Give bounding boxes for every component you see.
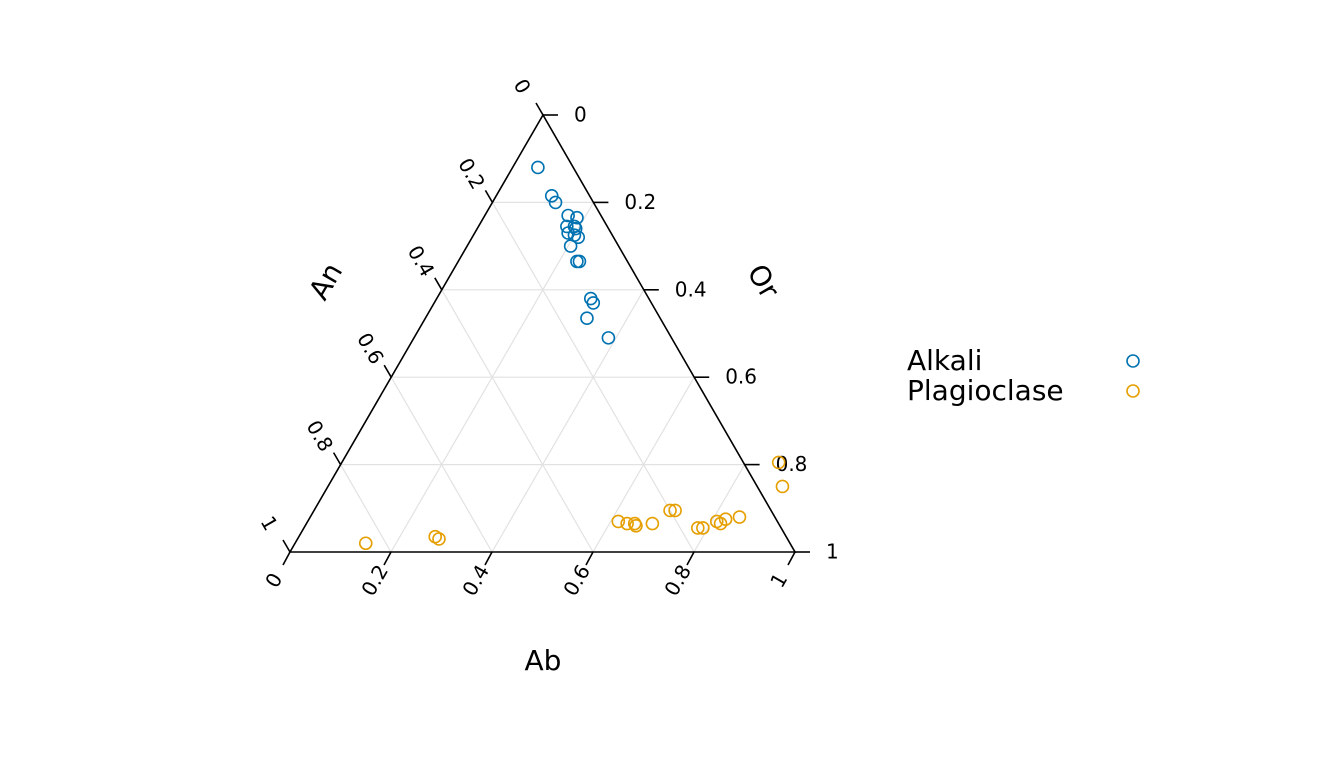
triangle-frame [288, 113, 797, 553]
tick-ab-5 [787, 551, 796, 566]
tick-ab-4 [686, 551, 695, 566]
tick-label-ab-3: 0.6 [558, 560, 595, 600]
point-alkali-0 [531, 160, 545, 175]
grid-line-an-3 [340, 464, 392, 553]
point-plagioclase-6 [629, 518, 643, 533]
point-plagioclase-11 [696, 521, 710, 535]
point-alkali-3 [561, 208, 575, 223]
tick-ab-0 [282, 551, 291, 566]
point-plagioclase-15 [732, 510, 747, 524]
point-alkali-4 [570, 210, 584, 225]
tick-ab-2 [484, 551, 493, 566]
axis-title-an: An [302, 257, 349, 305]
axis-ticks: 1 0 0 0.8 0.2 0.2 0.6 0.4 0.4 0.4 0.6 0.6 0.2 0.8 0.8 0… [256, 75, 839, 600]
point-alkali-11 [563, 239, 578, 253]
point-plagioclase-3 [611, 514, 626, 529]
point-plagioclase-4 [620, 516, 634, 531]
tick-an-4 [332, 452, 342, 466]
tick-an-2 [434, 277, 443, 291]
tick-label-ab-1: 0.2 [356, 560, 393, 600]
tick-label-an-4: 0.8 [302, 416, 339, 456]
grid-line-ab-1 [491, 289, 645, 553]
point-plagioclase-9 [668, 503, 682, 518]
grid-lines [340, 201, 746, 553]
point-alkali-15 [586, 296, 601, 310]
legend-marker-alkali [1126, 354, 1140, 368]
axis-title-or: Or [741, 258, 787, 304]
point-alkali-13 [572, 254, 587, 269]
point-plagioclase-2 [432, 532, 446, 546]
tick-label-or-0: 1 [826, 540, 839, 564]
tick-ab-3 [585, 551, 594, 566]
grid-line-an-2 [390, 376, 493, 553]
tick-label-an-1: 0.2 [453, 154, 490, 194]
point-alkali-17 [601, 331, 616, 345]
point-plagioclase-8 [663, 503, 677, 518]
tick-ab-1 [383, 551, 392, 566]
tick-label-ab-4: 0.8 [659, 560, 696, 600]
grid-line-ab-2 [592, 376, 695, 553]
data-points [358, 160, 790, 551]
point-alkali-10 [571, 230, 586, 245]
legend: Alkali Plagioclase [907, 344, 1140, 407]
tick-an-3 [383, 364, 392, 378]
point-alkali-16 [580, 311, 594, 326]
point-plagioclase-0 [358, 536, 373, 551]
tick-an-0 [535, 102, 544, 116]
legend-label-alkali: Alkali [907, 344, 982, 377]
point-plagioclase-7 [645, 516, 660, 531]
grid-line-an-1 [441, 289, 594, 553]
tick-an-1 [484, 189, 494, 203]
tick-label-ab-2: 0.4 [457, 560, 494, 600]
tick-label-an-2: 0.4 [403, 241, 440, 281]
point-plagioclase-17 [771, 455, 786, 470]
tick-label-ab-0: 0 [260, 569, 287, 592]
grid-line-ab-3 [693, 464, 746, 553]
tick-label-or-3: 0.4 [675, 277, 707, 301]
tick-label-or-1: 0.8 [776, 452, 808, 476]
point-plagioclase-16 [775, 479, 790, 494]
tick-label-or-2: 0.6 [725, 365, 757, 389]
tick-label-an-5: 1 [256, 512, 283, 535]
tick-label-ab-5: 1 [765, 569, 792, 592]
tick-label-an-3: 0.6 [352, 329, 389, 369]
legend-label-plagioclase: Plagioclase [907, 374, 1064, 407]
tick-label-an-0: 0 [509, 75, 536, 98]
point-plagioclase-14 [718, 512, 733, 527]
point-alkali-7 [568, 221, 583, 236]
point-alkali-1 [544, 189, 559, 203]
tick-label-or-4: 0.2 [624, 190, 656, 214]
axis-title-ab: Ab [525, 644, 562, 677]
point-alkali-2 [548, 195, 563, 210]
point-plagioclase-10 [691, 521, 705, 535]
point-alkali-5 [560, 219, 574, 234]
tick-label-or-5: 0 [574, 103, 587, 127]
legend-marker-plagioclase [1126, 384, 1140, 398]
tick-an-5 [282, 539, 291, 553]
